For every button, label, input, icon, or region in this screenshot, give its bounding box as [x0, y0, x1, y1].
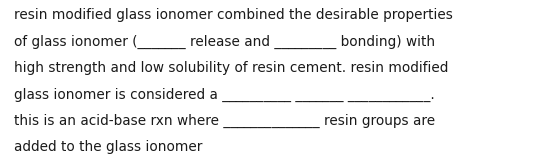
Text: this is an acid-base rxn where ______________ resin groups are: this is an acid-base rxn where _________…	[14, 114, 435, 128]
Text: glass ionomer is considered a __________ _______ ____________.: glass ionomer is considered a __________…	[14, 88, 435, 102]
Text: of glass ionomer (_______ release and _________ bonding) with: of glass ionomer (_______ release and __…	[14, 35, 435, 49]
Text: high strength and low solubility of resin cement. resin modified: high strength and low solubility of resi…	[14, 61, 448, 75]
Text: resin modified glass ionomer combined the desirable properties: resin modified glass ionomer combined th…	[14, 8, 453, 22]
Text: added to the glass ionomer: added to the glass ionomer	[14, 140, 203, 154]
